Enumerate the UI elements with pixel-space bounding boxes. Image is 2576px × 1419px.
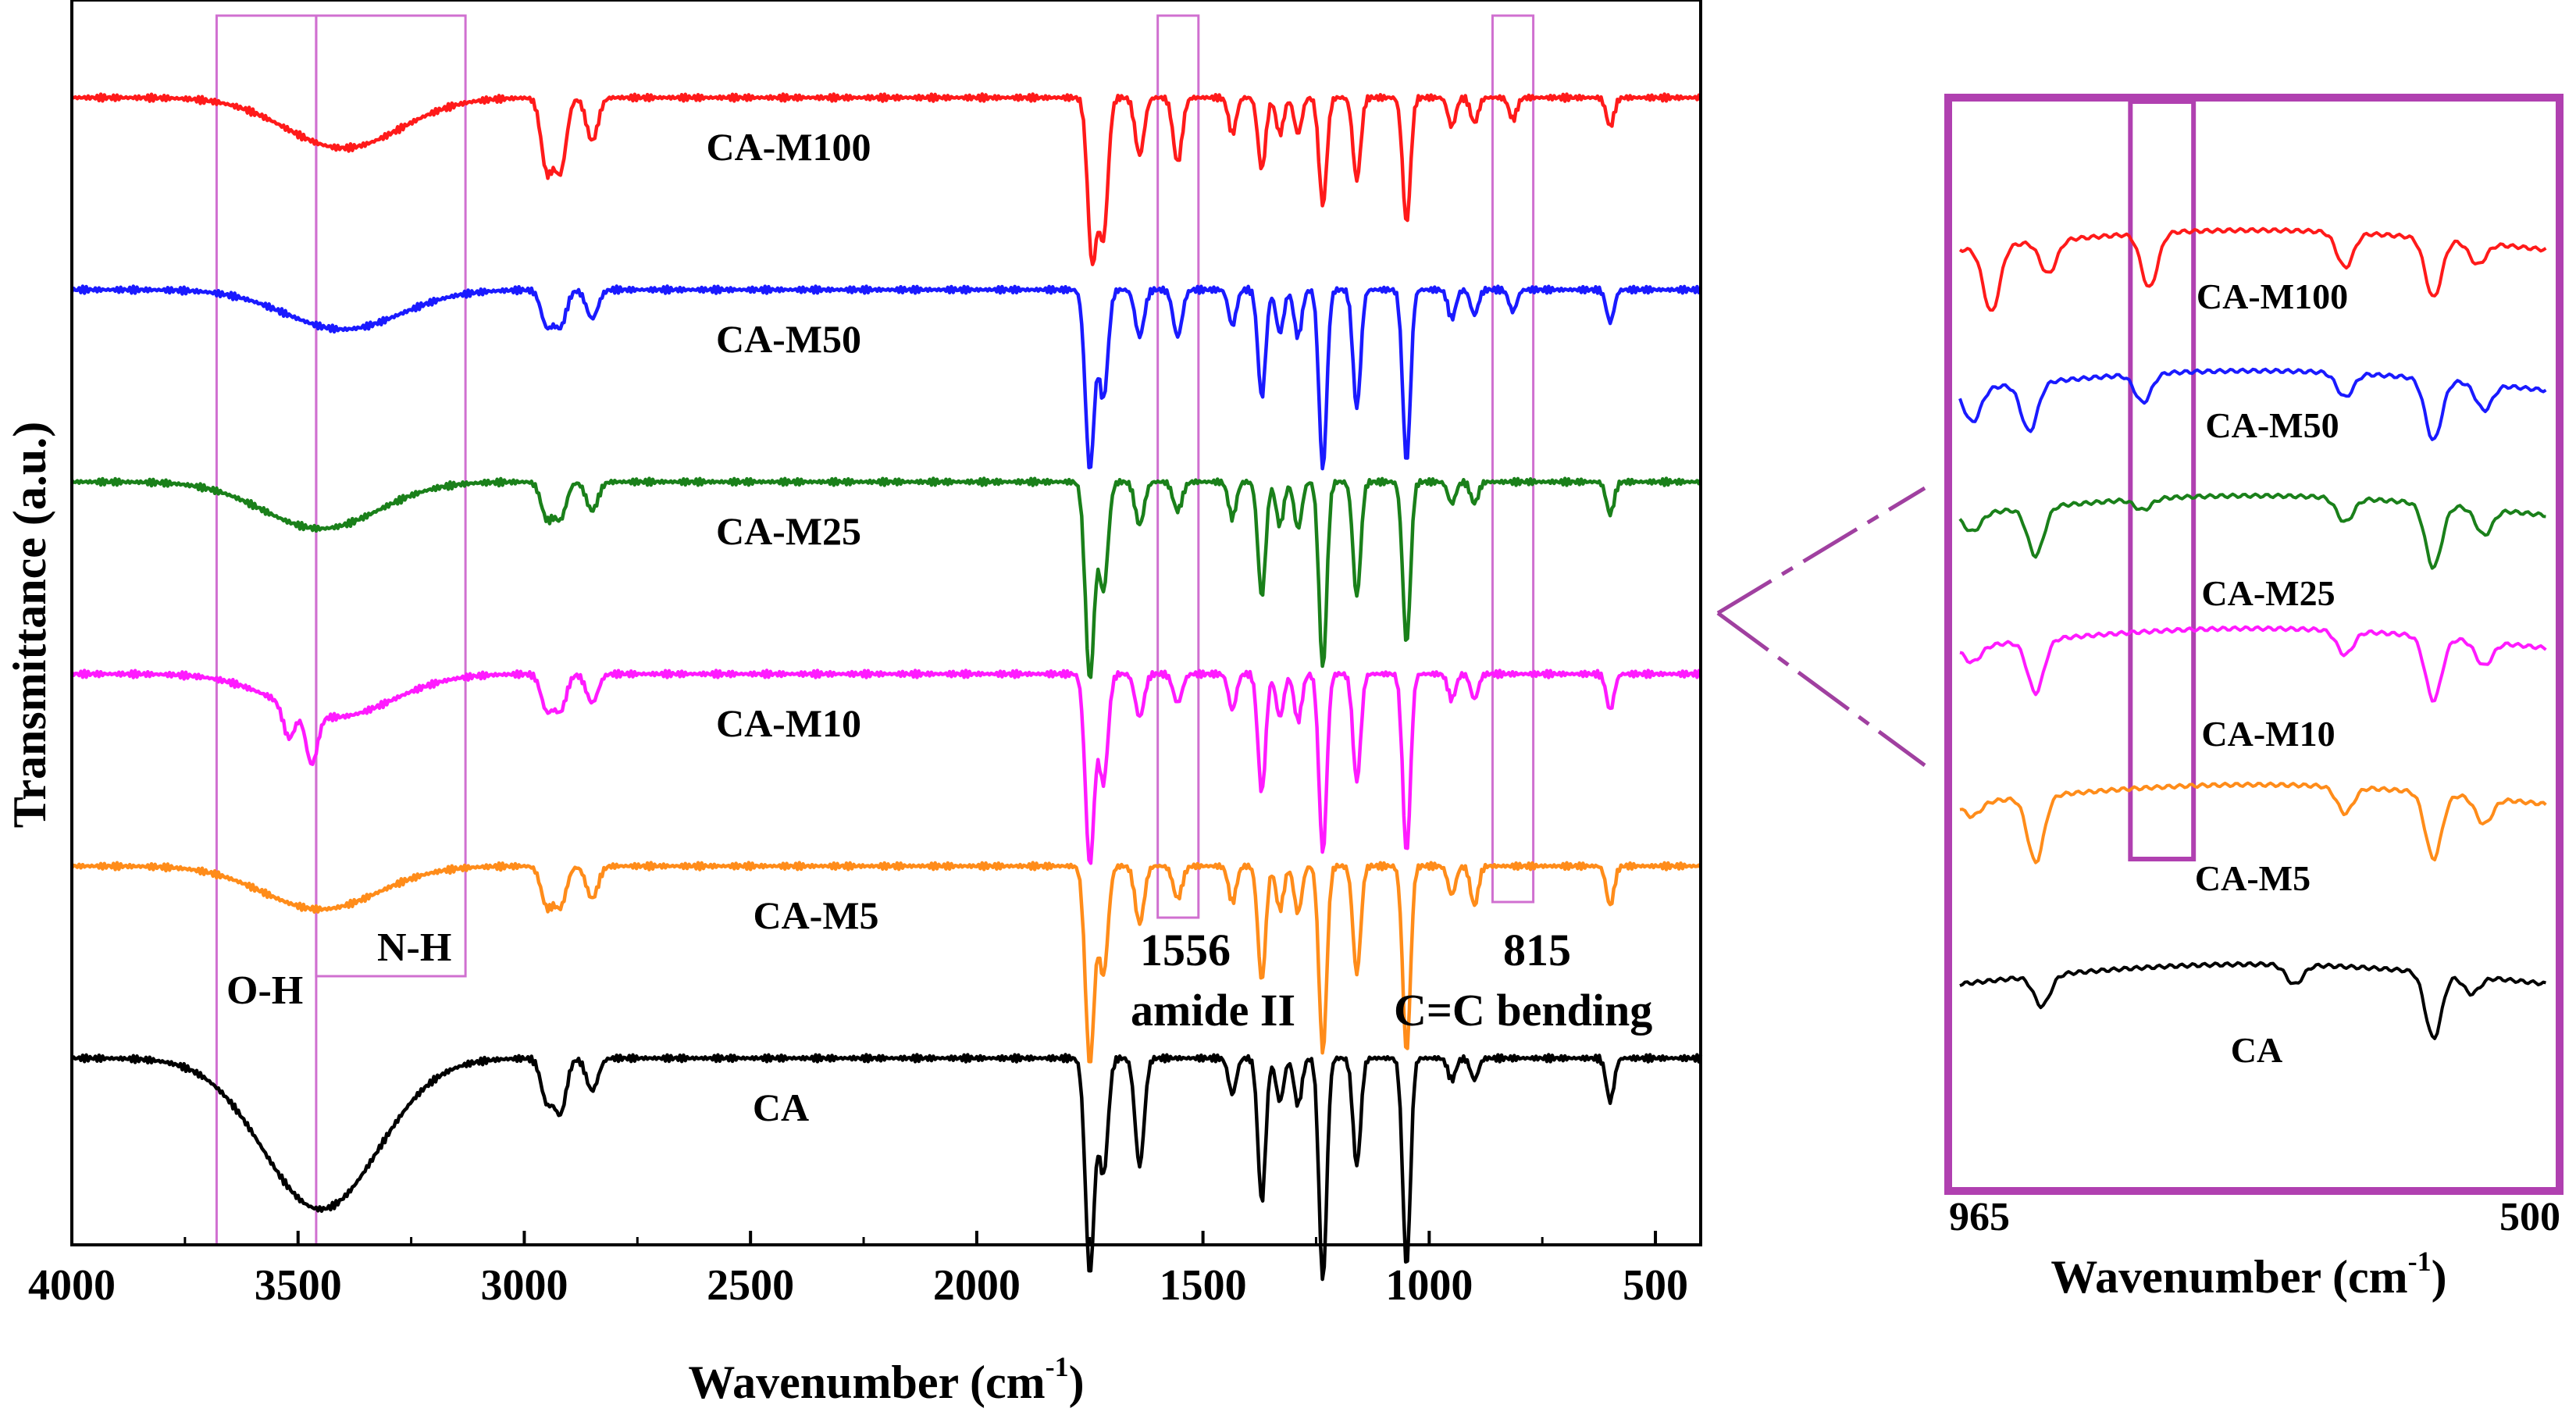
x-tick-label: 2000: [933, 1261, 1021, 1310]
inset-highlight-rect: [2128, 99, 2197, 861]
x-axis-title-sup: -1: [1046, 1351, 1069, 1382]
series-label-ca: CA: [753, 1086, 809, 1129]
cc-number-annotation: 815: [1503, 925, 1571, 975]
inset-series-label-ca-m100: CA-M100: [2197, 276, 2348, 316]
x-tick-label: 500: [1623, 1261, 1688, 1310]
inset-x-axis-title-close: ): [2432, 1251, 2447, 1303]
inset-series-line-ca-m10: [1959, 625, 2547, 703]
inset-series-line-ca-m25: [1958, 492, 2546, 570]
amide-text-annotation: amide II: [1131, 985, 1295, 1036]
inset-x-tick-label: 965: [1949, 1195, 2010, 1239]
inset-frame: [1944, 94, 2564, 1195]
zoom-connector: [1716, 486, 1926, 768]
series-label-ca-m50: CA-M50: [716, 317, 861, 361]
inset-series-line-ca-m100: [1958, 226, 2547, 312]
inset-series-label-ca-m25: CA-M25: [2201, 573, 2335, 613]
inset-plot: 965 500 CA-M100CA-M50CA-M25CA-M10CA-M5CA …: [1944, 94, 2564, 1303]
series-label-ca-m10: CA-M10: [716, 701, 861, 745]
series-line-ca-m5: [70, 861, 1702, 1064]
series-label-ca-m100: CA-M100: [706, 125, 871, 169]
series-label-ca-m25: CA-M25: [716, 509, 861, 553]
x-tick-label: 2500: [707, 1261, 794, 1310]
series-line-ca-m50: [69, 284, 1703, 471]
inset-series-label-ca-m5: CA-M5: [2195, 858, 2311, 898]
inset-series-label-ca: CA: [2231, 1030, 2282, 1070]
oh-annotation: O-H: [226, 968, 303, 1013]
inset-highlight-box: [2128, 99, 2197, 861]
highlight-n-h: [315, 14, 467, 978]
inset-series-lines: [1958, 226, 2547, 1040]
plot-frame: [70, 0, 1702, 1246]
inset-series-labels: CA-M100 CA-M50 CA-M25 CA-M10 CA-M5 CA: [2195, 276, 2348, 1070]
highlight-amide-ii: [1156, 14, 1200, 919]
cc-text-annotation: C=C bending: [1394, 985, 1652, 1036]
x-tick-label: 1000: [1385, 1261, 1473, 1310]
x-tick-label: 3000: [480, 1261, 568, 1310]
inset-x-tick-label: 500: [2499, 1195, 2560, 1239]
x-axis-title: Wavenumber (cm-1): [688, 1351, 1084, 1408]
x-axis-title-close: ): [1069, 1357, 1085, 1408]
series-labels: CA-M100 CA-M50 CA-M25 CA-M10 CA-M5 CA: [706, 125, 878, 1129]
inset-series-label-ca-m50: CA-M50: [2205, 405, 2339, 445]
series-line-ca-m10: [70, 668, 1703, 865]
series-line-ca: [70, 1053, 1703, 1282]
x-tick-label: 1500: [1160, 1261, 1247, 1310]
x-tick-label: 3500: [255, 1261, 342, 1310]
x-tick-label: 4000: [28, 1261, 116, 1310]
series-line-ca-m25: [70, 476, 1703, 679]
x-axis-title-main: Wavenumber (cm: [688, 1357, 1045, 1408]
inset-x-axis-title-sup: -1: [2408, 1246, 2432, 1277]
series-line-ca-m100: [71, 92, 1703, 266]
y-axis-title: Transmittance (a.u.): [4, 422, 55, 829]
x-ticks: 4000 3500 3000 2500 2000 1500 1000 500: [28, 1231, 1688, 1310]
inset-series-label-ca-m10: CA-M10: [2201, 714, 2335, 754]
series-lines: [69, 92, 1703, 1282]
inset-series-line-ca-m50: [1958, 367, 2547, 441]
inset-x-ticks: 965 500: [1949, 1195, 2560, 1239]
highlight-c-c-bending: [1491, 14, 1535, 904]
highlight-o-h: [215, 14, 318, 1246]
inset-x-axis-title: Wavenumber (cm-1): [2050, 1246, 2446, 1303]
nh-annotation: N-H: [377, 925, 451, 970]
inset-series-line-ca-m5: [1959, 781, 2547, 865]
series-label-ca-m5: CA-M5: [753, 893, 878, 937]
amide-number-annotation: 1556: [1140, 925, 1231, 975]
inset-x-axis-title-main: Wavenumber (cm: [2050, 1251, 2407, 1303]
inset-series-line-ca: [1959, 961, 2546, 1040]
main-plot: 4000 3500 3000 2500 2000 1500 1000 500 CA-M100C…: [4, 0, 1703, 1408]
